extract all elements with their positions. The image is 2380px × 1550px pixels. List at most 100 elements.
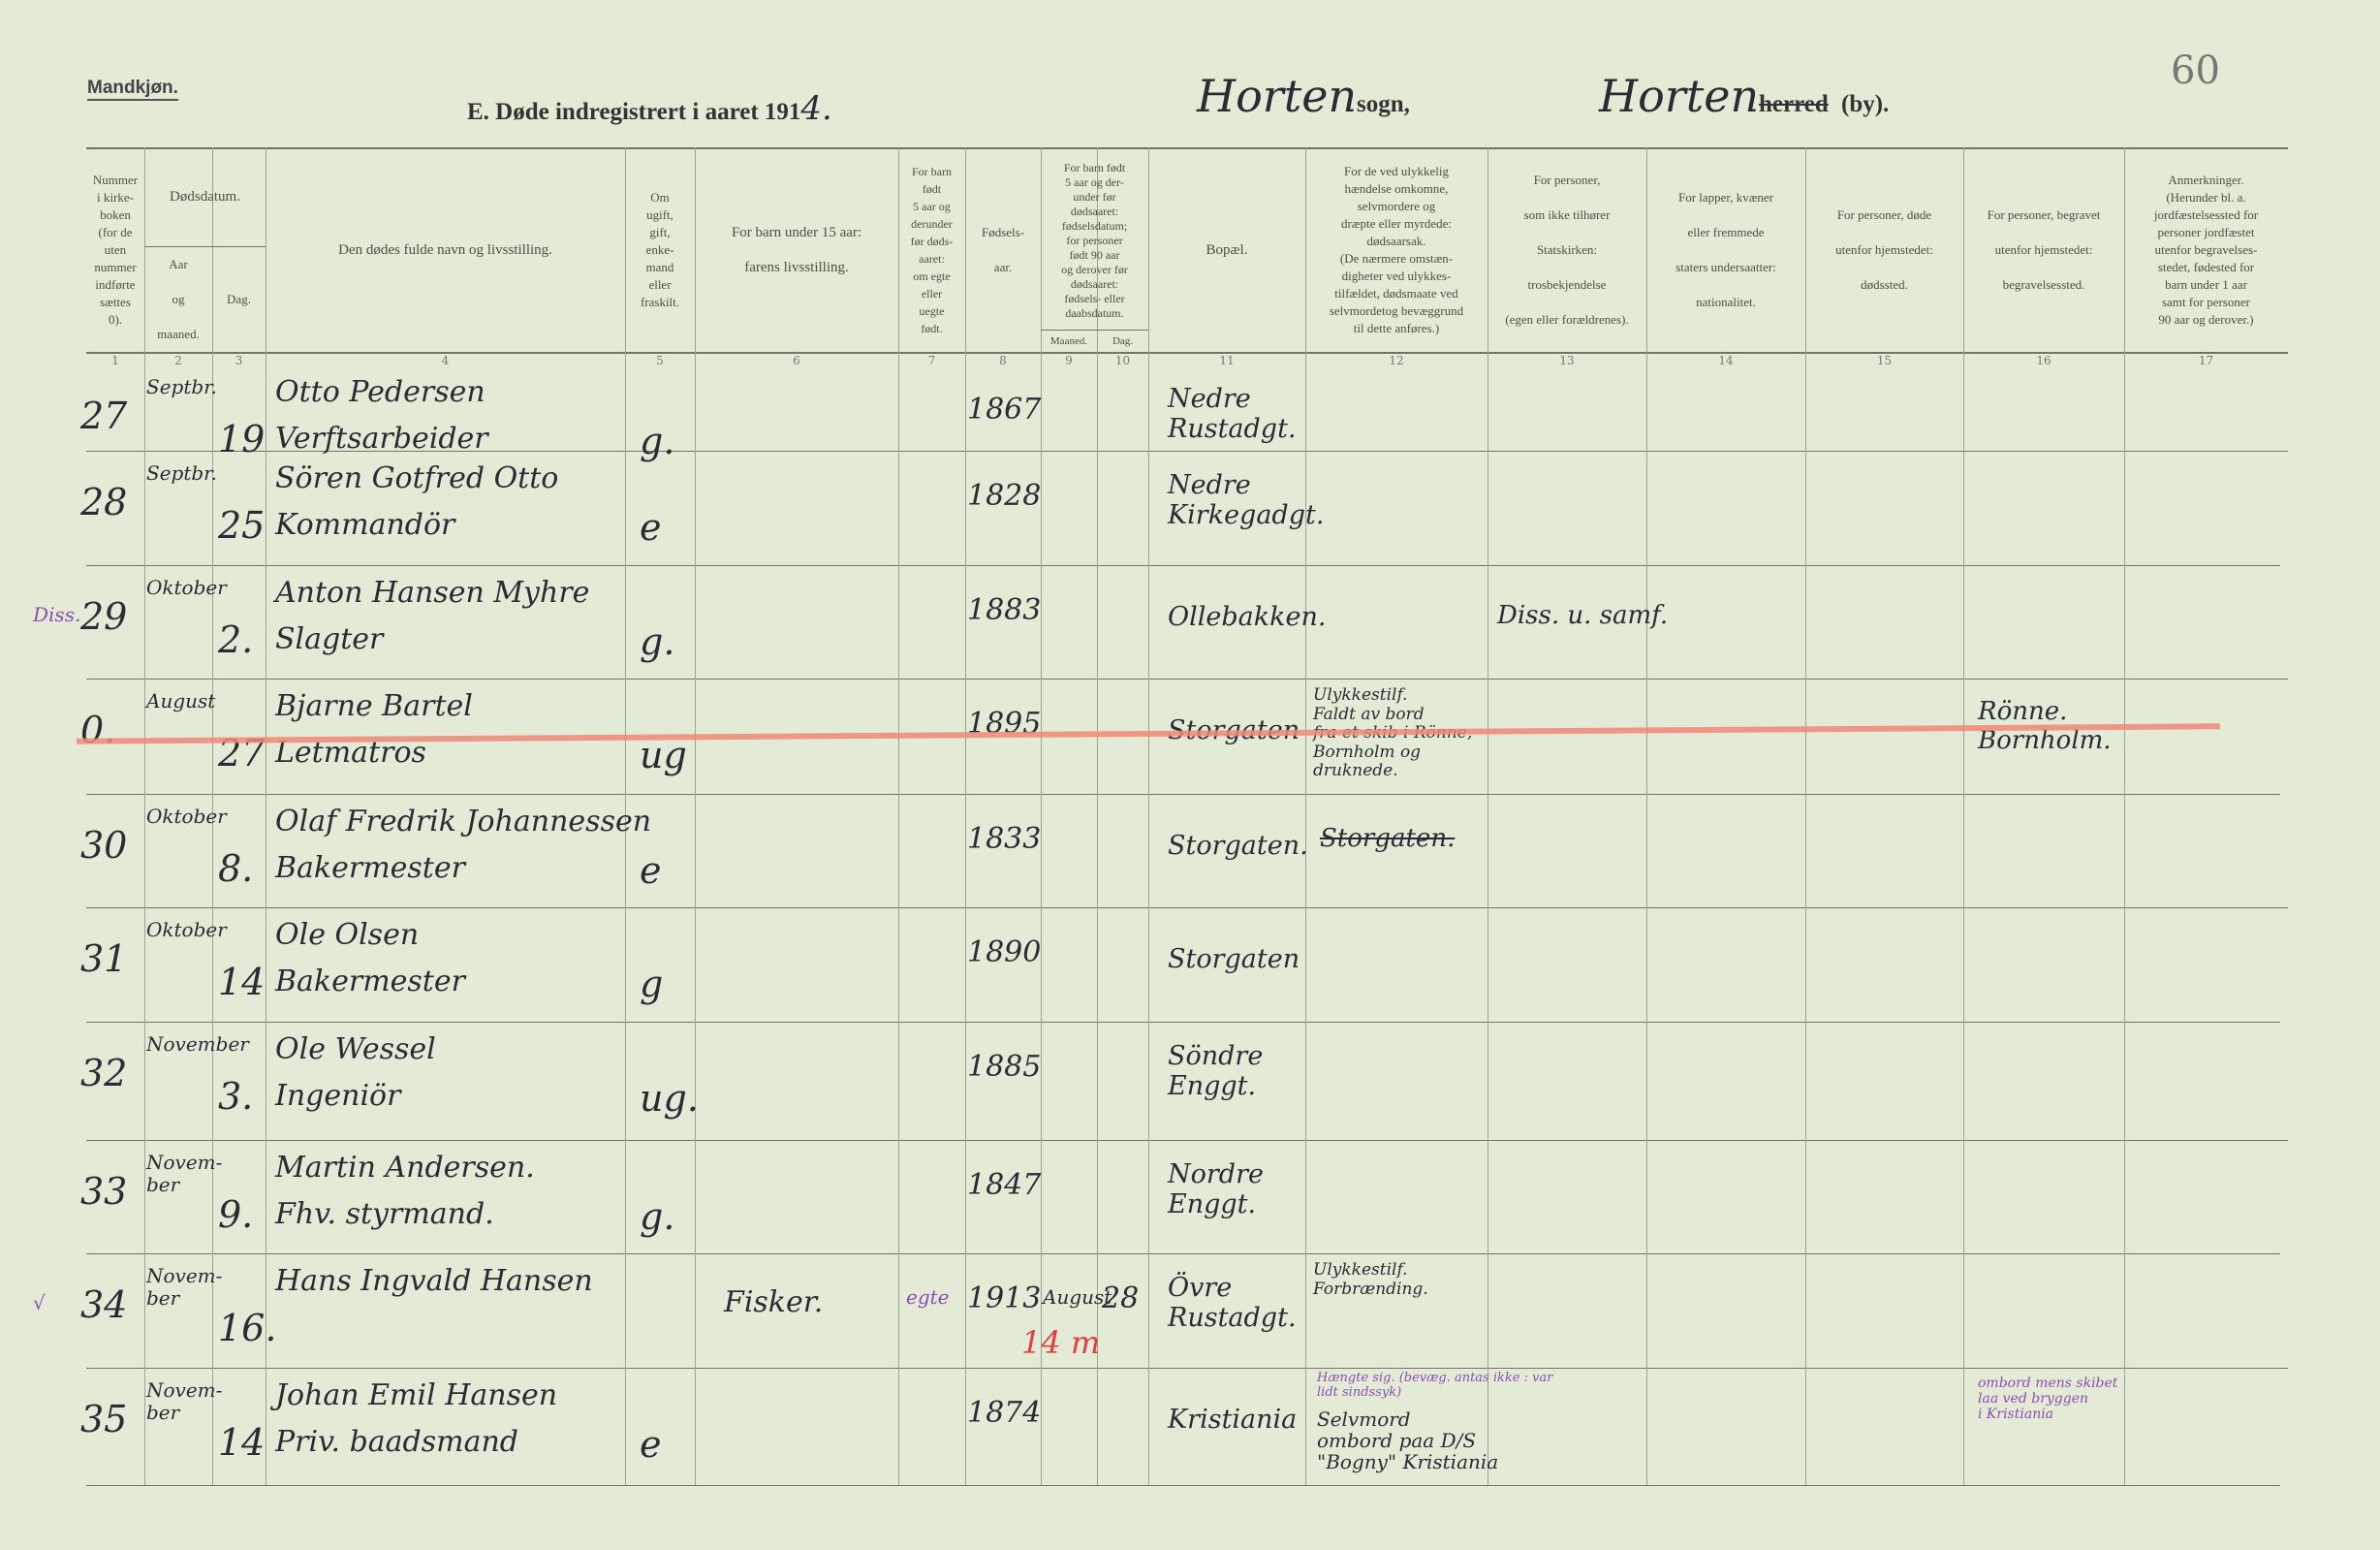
- row-rule: [86, 679, 2288, 680]
- header-c17: Anmerkninger. (Herunder bl. a. jordfæste…: [2153, 172, 2259, 327]
- entry-residence: Kristiania: [1168, 1405, 1298, 1435]
- entry-name: Otto Pedersen: [275, 375, 485, 409]
- page-number: 60: [2171, 48, 2220, 93]
- entry-remarks: ombord mens skibet laa ved bryggen i Kri…: [1978, 1376, 2118, 1423]
- entry-name: Johan Emil Hansen: [275, 1378, 558, 1412]
- entry-status: g.: [640, 420, 675, 462]
- entry-occupation: Verftsarbeider: [275, 422, 488, 456]
- row-rule: [86, 1022, 2280, 1023]
- row-rule: [86, 1253, 2280, 1254]
- entry-month: August: [146, 689, 216, 712]
- entry-day: 16.: [218, 1307, 277, 1349]
- column-number: 5: [656, 354, 664, 367]
- entry-month: Oktober: [146, 805, 227, 828]
- entry-no: 28: [80, 481, 128, 523]
- entry-month: November: [146, 1032, 249, 1056]
- column-number: 12: [1389, 354, 1404, 367]
- column-rule: [965, 147, 966, 1485]
- header-top-rule: [86, 147, 2288, 149]
- header-c16: For personer, begravet utenfor hjemstede…: [1987, 206, 2101, 292]
- column-rule: [1097, 147, 1098, 1485]
- entry-occupation: Fhv. styrmand.: [275, 1197, 494, 1231]
- header-c5: Om ugift, gift, enke- mand eller fraskil…: [640, 189, 680, 309]
- entry-birth-year: 1885: [967, 1050, 1042, 1084]
- entry-day: 19: [218, 418, 266, 460]
- entry-no: 0.: [80, 709, 116, 751]
- column-rule: [1148, 147, 1149, 1485]
- entry-residence: Nedre Kirkegadgt.: [1168, 470, 1325, 531]
- entry-religion: Diss. u. samf.: [1497, 601, 1669, 630]
- entry-status: g: [640, 963, 664, 1005]
- entry-name: Olaf Fredrik Johannessen: [275, 805, 652, 838]
- parish-handwritten: Horten: [1197, 70, 1358, 122]
- entry-cause: Ulykkestilf. Forbrænding.: [1313, 1260, 1428, 1299]
- column-number: 7: [927, 354, 936, 367]
- entry-birth-year: 1847: [967, 1168, 1042, 1202]
- row-rule: [86, 794, 2280, 795]
- entry-occupation: Slagter: [275, 622, 384, 656]
- entry-residence: Söndre Enggt.: [1168, 1041, 1264, 1102]
- entry-name: Martin Andersen.: [275, 1151, 535, 1185]
- row-rule: [86, 451, 2288, 452]
- entry-occupation: Priv. baadsmand: [275, 1425, 519, 1459]
- entry-day: 14: [218, 961, 266, 1003]
- column-number: 1: [111, 354, 119, 367]
- header-c10: Dag.: [1112, 334, 1134, 347]
- entry-margin: Diss.: [33, 603, 81, 626]
- entry-no: 27: [80, 395, 128, 437]
- entry-status: e: [640, 1423, 662, 1466]
- column-rule: [2124, 147, 2125, 1485]
- header-c7: For barn født 5 aar og derunder før døds…: [910, 164, 954, 335]
- entry-age-note: 14 m: [1021, 1324, 1101, 1361]
- header-c12: For de ved ulykkelig hændelse omkomne, s…: [1329, 163, 1464, 335]
- entry-month: Oktober: [146, 918, 227, 941]
- entry-status: g.: [640, 620, 675, 663]
- column-rule: [212, 147, 213, 1485]
- entry-status: g.: [640, 1195, 675, 1238]
- entry-birth-year: 1833: [967, 822, 1042, 856]
- row-rule: [86, 1140, 2288, 1141]
- entry-residence: Storgaten.: [1168, 831, 1308, 861]
- entry-burial-place: Rönne. Bornholm.: [1978, 697, 2112, 755]
- entry-birth-year: 1828: [967, 479, 1042, 513]
- column-number: 6: [793, 354, 800, 367]
- entry-occupation: Kommandör: [275, 508, 455, 542]
- entry-birth-year: 1883: [967, 593, 1042, 627]
- municipality-label: (by).: [1841, 91, 1890, 117]
- entry-no: 32: [80, 1052, 128, 1094]
- entry-day: 25: [218, 504, 266, 547]
- entry-occupation: Bakermester: [275, 965, 465, 998]
- entry-day: 9.: [218, 1193, 254, 1236]
- entry-margin: √: [33, 1291, 46, 1314]
- entry-name: Anton Hansen Myhre: [275, 576, 590, 610]
- entry-day: 3.: [218, 1075, 254, 1118]
- entry-cause: Ulykkestilf. Faldt av bord fra et skib i…: [1313, 685, 1472, 781]
- entry-residence: Nedre Rustadgt.: [1168, 384, 1297, 445]
- column-number: 11: [1219, 354, 1235, 367]
- entry-occupation: Bakermester: [275, 851, 465, 885]
- column-number: 10: [1114, 354, 1131, 367]
- column-rule: [1646, 147, 1647, 1485]
- column-number: 13: [1559, 354, 1575, 367]
- column-rule: [144, 147, 145, 1485]
- header-c9: Maaned.: [1049, 334, 1088, 347]
- entry-birth-year: 1867: [967, 393, 1042, 427]
- entry-name: Bjarne Bartel: [275, 689, 473, 723]
- header-c14: For lapper, kvæner eller fremmede stater…: [1675, 189, 1776, 309]
- entry-status: ug: [640, 734, 687, 776]
- entry-residence: Nordre Enggt.: [1168, 1159, 1264, 1220]
- header-c6: For barn under 15 aar: farens livsstilli…: [731, 224, 862, 275]
- entry-birth-year: 1913: [967, 1281, 1042, 1315]
- entry-occupation: Ingeniör: [275, 1079, 401, 1113]
- entry-birth-day: 28: [1102, 1281, 1140, 1315]
- entry-birth-month: August: [1043, 1285, 1112, 1309]
- header-c3: Dag.: [227, 291, 251, 306]
- entry-status: e: [640, 849, 662, 892]
- entry-name: Ole Olsen: [275, 918, 420, 952]
- entry-cause-struck: Storgaten.: [1320, 824, 1456, 853]
- entry-father: Fisker.: [724, 1285, 824, 1319]
- column-rule: [1305, 147, 1306, 1485]
- entry-birth-year: 1890: [967, 935, 1042, 969]
- header-bottom-rule: [86, 352, 2288, 354]
- entry-no: 35: [80, 1398, 128, 1440]
